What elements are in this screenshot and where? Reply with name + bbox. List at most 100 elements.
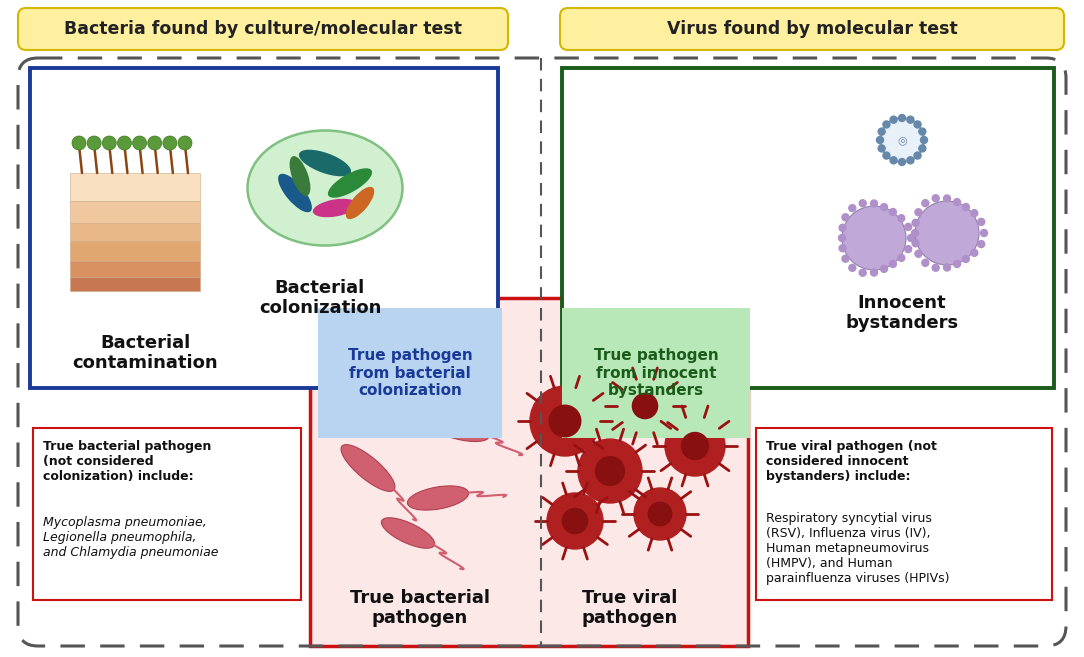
Circle shape — [921, 260, 929, 266]
Bar — [70, 277, 201, 291]
Circle shape — [595, 457, 624, 486]
Bar — [318, 308, 502, 438]
Circle shape — [899, 158, 905, 166]
Circle shape — [860, 269, 866, 276]
Bar — [70, 201, 201, 223]
Bar — [70, 223, 201, 241]
Circle shape — [634, 488, 686, 540]
Circle shape — [899, 114, 905, 122]
Circle shape — [839, 224, 847, 231]
Text: Virus found by molecular test: Virus found by molecular test — [667, 20, 957, 38]
Ellipse shape — [426, 415, 490, 442]
Bar — [756, 428, 1051, 600]
Circle shape — [914, 121, 921, 128]
Circle shape — [932, 194, 939, 202]
Bar — [562, 68, 1054, 388]
Bar — [30, 68, 498, 388]
Circle shape — [547, 493, 603, 549]
Circle shape — [842, 255, 849, 262]
Text: Bacterial
contamination: Bacterial contamination — [73, 334, 218, 373]
Circle shape — [860, 200, 866, 207]
Circle shape — [914, 152, 921, 159]
Bar — [310, 298, 748, 646]
Circle shape — [878, 145, 886, 152]
Circle shape — [907, 116, 914, 123]
Circle shape — [912, 240, 919, 247]
Circle shape — [117, 136, 131, 150]
Circle shape — [178, 136, 192, 150]
Circle shape — [954, 260, 960, 267]
Circle shape — [163, 136, 177, 150]
Text: Respiratory syncytial virus
(RSV), Influenza virus (IV),
Human metapneumovirus
(: Respiratory syncytial virus (RSV), Influ… — [766, 512, 950, 585]
Circle shape — [849, 205, 856, 212]
Circle shape — [898, 254, 905, 261]
Circle shape — [978, 240, 984, 248]
Circle shape — [919, 145, 926, 152]
Ellipse shape — [408, 486, 468, 510]
Circle shape — [72, 136, 86, 150]
Ellipse shape — [247, 131, 402, 246]
Text: Mycoplasma pneumoniae,
Legionella pneumophila,
and Chlamydia pneumoniae: Mycoplasma pneumoniae, Legionella pneumo… — [43, 516, 219, 559]
Bar — [70, 173, 201, 201]
Ellipse shape — [327, 168, 372, 198]
Circle shape — [981, 229, 988, 237]
Text: True bacterial pathogen
(not considered
colonization) include:: True bacterial pathogen (not considered … — [43, 440, 211, 483]
Circle shape — [915, 250, 922, 258]
Circle shape — [870, 269, 878, 276]
Circle shape — [87, 136, 101, 150]
Circle shape — [919, 128, 926, 135]
Text: Innocent
bystanders: Innocent bystanders — [846, 294, 958, 332]
Circle shape — [839, 235, 846, 242]
Ellipse shape — [382, 518, 435, 548]
Circle shape — [530, 386, 601, 456]
Circle shape — [963, 256, 969, 263]
Circle shape — [943, 264, 951, 271]
Ellipse shape — [341, 445, 395, 491]
Text: True pathogen
from bacterial
colonization: True pathogen from bacterial colonizatio… — [348, 348, 473, 398]
Ellipse shape — [299, 150, 351, 176]
Circle shape — [880, 204, 888, 211]
Text: True viral
pathogen: True viral pathogen — [582, 589, 679, 627]
Circle shape — [915, 201, 979, 265]
Circle shape — [905, 223, 912, 231]
Circle shape — [842, 214, 849, 221]
Circle shape — [912, 219, 919, 226]
Bar — [33, 428, 301, 600]
Text: ◎: ◎ — [898, 135, 907, 145]
Circle shape — [132, 136, 146, 150]
Circle shape — [632, 394, 658, 419]
Ellipse shape — [350, 387, 416, 419]
Circle shape — [839, 244, 847, 252]
Circle shape — [963, 204, 969, 210]
Circle shape — [889, 260, 896, 267]
Circle shape — [563, 509, 588, 533]
Circle shape — [921, 200, 929, 207]
Circle shape — [878, 128, 886, 135]
Circle shape — [880, 118, 924, 162]
Text: True bacterial
pathogen: True bacterial pathogen — [350, 589, 490, 627]
Circle shape — [890, 116, 898, 123]
Circle shape — [932, 264, 939, 271]
Circle shape — [880, 265, 888, 273]
Circle shape — [954, 198, 960, 206]
Circle shape — [877, 137, 883, 143]
Circle shape — [943, 195, 951, 202]
Circle shape — [889, 208, 896, 215]
Circle shape — [920, 137, 928, 143]
Circle shape — [898, 215, 905, 221]
Circle shape — [870, 200, 878, 207]
Ellipse shape — [346, 187, 374, 219]
Ellipse shape — [313, 199, 358, 217]
Circle shape — [849, 264, 856, 271]
Circle shape — [883, 152, 890, 159]
Circle shape — [905, 246, 912, 252]
Circle shape — [102, 136, 116, 150]
Circle shape — [971, 210, 978, 217]
Ellipse shape — [289, 156, 310, 196]
Circle shape — [664, 416, 725, 476]
Circle shape — [890, 157, 898, 164]
Text: Bacteria found by culture/molecular test: Bacteria found by culture/molecular test — [64, 20, 462, 38]
Ellipse shape — [279, 173, 312, 212]
Circle shape — [682, 432, 709, 459]
Circle shape — [978, 218, 984, 225]
